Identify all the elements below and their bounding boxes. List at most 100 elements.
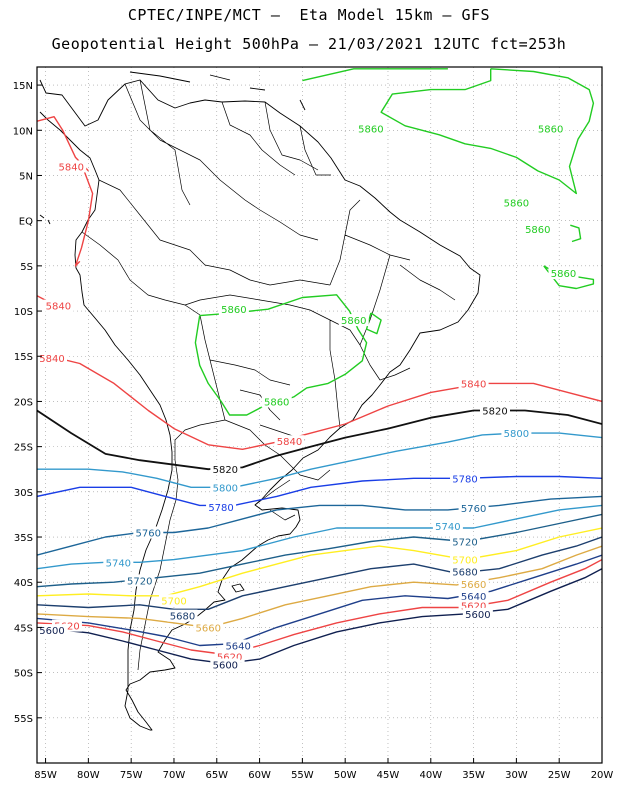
- x-tick-label: 65W: [205, 770, 228, 781]
- contour-label-5820: 5820: [482, 406, 507, 417]
- contour-label-bg: [432, 520, 463, 533]
- y-tick-label: 10N: [13, 126, 33, 137]
- contour-lines: [37, 68, 602, 665]
- contour-label-bg: [124, 574, 155, 587]
- contour-label-bg: [193, 621, 224, 634]
- contour-label-bg: [158, 594, 189, 607]
- x-tick-label: 75W: [120, 770, 143, 781]
- contour-5620: [37, 558, 602, 656]
- contour-label-5660: 5660: [461, 580, 486, 591]
- contour-label-bg: [167, 609, 198, 622]
- contour-label-bg: [56, 160, 87, 173]
- contour-label-5720: 5720: [127, 576, 152, 587]
- contour-label-5760: 5760: [461, 504, 486, 515]
- contour-5600: [37, 568, 602, 665]
- contour-label-bg: [462, 607, 493, 620]
- galapagos: [39, 214, 51, 225]
- contour-label-5720: 5720: [452, 538, 477, 549]
- x-tick-label: 80W: [77, 770, 100, 781]
- contour-label-5780: 5780: [208, 503, 233, 514]
- contour-5780: [37, 475, 602, 507]
- contour-label-bg: [274, 435, 305, 448]
- contour-label-5620: 5620: [461, 602, 486, 613]
- y-tick-label: 45S: [14, 623, 33, 634]
- y-tick-label: 40S: [14, 578, 33, 589]
- y-tick-label: 20S: [14, 397, 33, 408]
- contour-label-bg: [338, 314, 369, 327]
- x-tick-label: 30W: [505, 770, 528, 781]
- contour-label-5820: 5820: [213, 465, 238, 476]
- contour-label-5600: 5600: [465, 610, 490, 621]
- x-tick-label: 70W: [163, 770, 186, 781]
- contour-label-bg: [210, 658, 241, 671]
- plot-frame: [36, 66, 603, 764]
- contour-label-bg: [522, 222, 553, 235]
- contour-label-5760: 5760: [136, 529, 161, 540]
- south-america-coastline: [39, 79, 481, 731]
- contour-label-bg: [450, 565, 481, 578]
- x-tick-label: 20W: [591, 770, 614, 781]
- contour-label-bg: [535, 122, 566, 135]
- contour-label-bg: [37, 352, 67, 365]
- contour-label-bg: [133, 526, 164, 539]
- contour-label-bg: [210, 481, 241, 494]
- y-tick-label: EQ: [19, 217, 33, 228]
- contour-label-5860: 5860: [504, 199, 529, 210]
- contour-label-5700: 5700: [452, 556, 477, 567]
- map-gridlines: [37, 67, 603, 763]
- chart-title-line-2: Geopotential Height 500hPa – 21/03/2021 …: [51, 35, 567, 53]
- contour-5860: [570, 224, 582, 243]
- contour-5860: [365, 312, 382, 335]
- contour-label-bg: [458, 502, 489, 515]
- contour-label-5860: 5860: [358, 124, 383, 135]
- coastline-and-borders: [39, 71, 481, 731]
- contour-label-bg: [210, 463, 241, 476]
- x-tick-label: 55W: [291, 770, 314, 781]
- axis-tick-labels: 85W 80W 75W 70W 65W 60W 55W 50W 45W 40W 35W 30W 25W 2…: [13, 81, 614, 781]
- contour-label-bg: [450, 472, 481, 485]
- contour-label-5800: 5800: [213, 483, 238, 494]
- y-tick-label: 50S: [14, 669, 33, 680]
- contour-label-5660: 5660: [195, 623, 220, 634]
- contour-label-bg: [458, 589, 489, 602]
- contour-label-bg: [450, 535, 481, 548]
- contour-5700: [37, 527, 602, 597]
- x-tick-label: 35W: [462, 770, 485, 781]
- contour-5640: [37, 554, 602, 647]
- contour-label-bg: [103, 556, 134, 569]
- x-tick-label: 85W: [34, 770, 57, 781]
- x-tick-label: 60W: [248, 770, 271, 781]
- contour-5860: [380, 68, 595, 195]
- falkland-islands: [231, 583, 245, 593]
- x-tick-label: 40W: [419, 770, 442, 781]
- y-tick-label: 10S: [14, 307, 33, 318]
- x-tick-label: 45W: [377, 770, 400, 781]
- contour-label-5620: 5620: [217, 652, 242, 663]
- contour-label-5640: 5640: [461, 592, 486, 603]
- contour-5720: [37, 513, 602, 588]
- contour-label-5740: 5740: [435, 522, 460, 533]
- y-tick-label: 30S: [14, 488, 33, 499]
- contour-label-5860: 5860: [538, 124, 563, 135]
- contour-label-bg: [458, 578, 489, 591]
- contour-label-bg: [548, 267, 579, 280]
- y-tick-label: 5N: [19, 171, 33, 182]
- contour-label-bg: [501, 196, 532, 209]
- y-tick-label: 15S: [14, 352, 33, 363]
- y-tick-label: 55S: [14, 714, 33, 725]
- contour-5680: [37, 536, 602, 610]
- y-tick-label: 25S: [14, 443, 33, 454]
- contour-label-5700: 5700: [161, 596, 186, 607]
- contour-5860: [302, 68, 448, 82]
- contour-label-5600: 5600: [213, 660, 238, 671]
- contour-label-bg: [218, 303, 249, 316]
- contour-label-5840: 5840: [277, 437, 302, 448]
- contour-labels: 5860 5860 5860 5860 5860 5860 5860 5860 5840 5840…: [37, 122, 579, 671]
- contour-label-bg: [501, 427, 532, 440]
- contour-label-bg: [206, 501, 237, 514]
- contour-label-5840: 5840: [46, 302, 71, 313]
- contour-label-bg: [43, 299, 74, 312]
- y-tick-label: 15N: [13, 81, 33, 92]
- contour-label-5600: 5600: [39, 626, 64, 637]
- contour-label-5860: 5860: [341, 316, 366, 327]
